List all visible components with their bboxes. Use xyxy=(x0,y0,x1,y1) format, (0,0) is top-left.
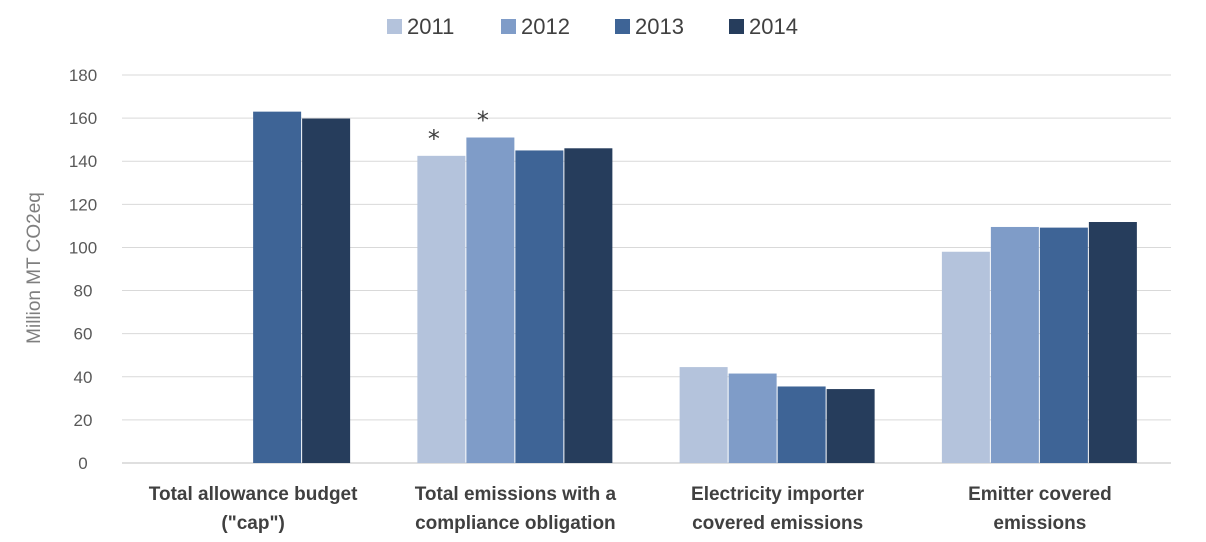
bar xyxy=(826,389,875,463)
bar xyxy=(679,367,728,463)
y-tick-label: 100 xyxy=(69,238,97,257)
x-category-label: Emitter covered xyxy=(968,484,1112,505)
y-tick-label: 60 xyxy=(74,325,93,344)
legend-label: 2014 xyxy=(749,14,798,39)
bar xyxy=(515,150,564,463)
legend: 2011 2012 2013 2014 xyxy=(387,14,798,39)
y-tick-label: 0 xyxy=(78,454,87,473)
y-tick-label: 160 xyxy=(69,109,97,128)
y-axis-label: Million MT CO2eq xyxy=(24,192,45,344)
legend-label: 2011 xyxy=(407,14,454,39)
x-category-label: compliance obligation xyxy=(415,513,616,534)
x-category-label: covered emissions xyxy=(692,513,863,534)
annotation-asterisk: * xyxy=(477,107,489,135)
bar xyxy=(466,137,515,463)
x-axis-categories: Total allowance budget ("cap") Total emiss… xyxy=(149,484,1112,534)
bar xyxy=(417,155,466,464)
x-category-label: Total emissions with a xyxy=(415,484,617,505)
bar xyxy=(564,148,613,464)
y-tick-label: 120 xyxy=(69,195,97,214)
x-category-label: Total allowance budget xyxy=(149,484,358,505)
x-category-label: ("cap") xyxy=(221,513,284,534)
bar xyxy=(302,118,351,463)
legend-swatch xyxy=(387,19,402,34)
y-tick-label: 180 xyxy=(69,66,97,85)
legend-label: 2012 xyxy=(521,14,570,39)
annotations: ** xyxy=(428,107,489,153)
legend-swatch xyxy=(501,19,516,34)
x-category-label: emissions xyxy=(993,513,1086,534)
legend-swatch xyxy=(729,19,744,34)
annotation-asterisk: * xyxy=(428,125,440,153)
y-axis-ticks: 0 20 40 60 80 100 120 140 160 180 xyxy=(69,66,97,473)
bar xyxy=(941,251,990,463)
bar xyxy=(777,386,826,463)
y-tick-label: 140 xyxy=(69,152,97,171)
legend-label: 2013 xyxy=(635,14,684,39)
y-tick-label: 40 xyxy=(74,368,93,387)
bar xyxy=(253,111,302,464)
y-tick-label: 80 xyxy=(74,282,93,301)
bar xyxy=(1088,222,1137,463)
bar xyxy=(728,373,777,463)
bars xyxy=(253,111,1137,464)
y-tick-label: 20 xyxy=(74,411,93,430)
legend-swatch xyxy=(615,19,630,34)
bar xyxy=(1039,227,1088,463)
bar xyxy=(990,226,1039,463)
x-category-label: Electricity importer xyxy=(691,484,865,505)
